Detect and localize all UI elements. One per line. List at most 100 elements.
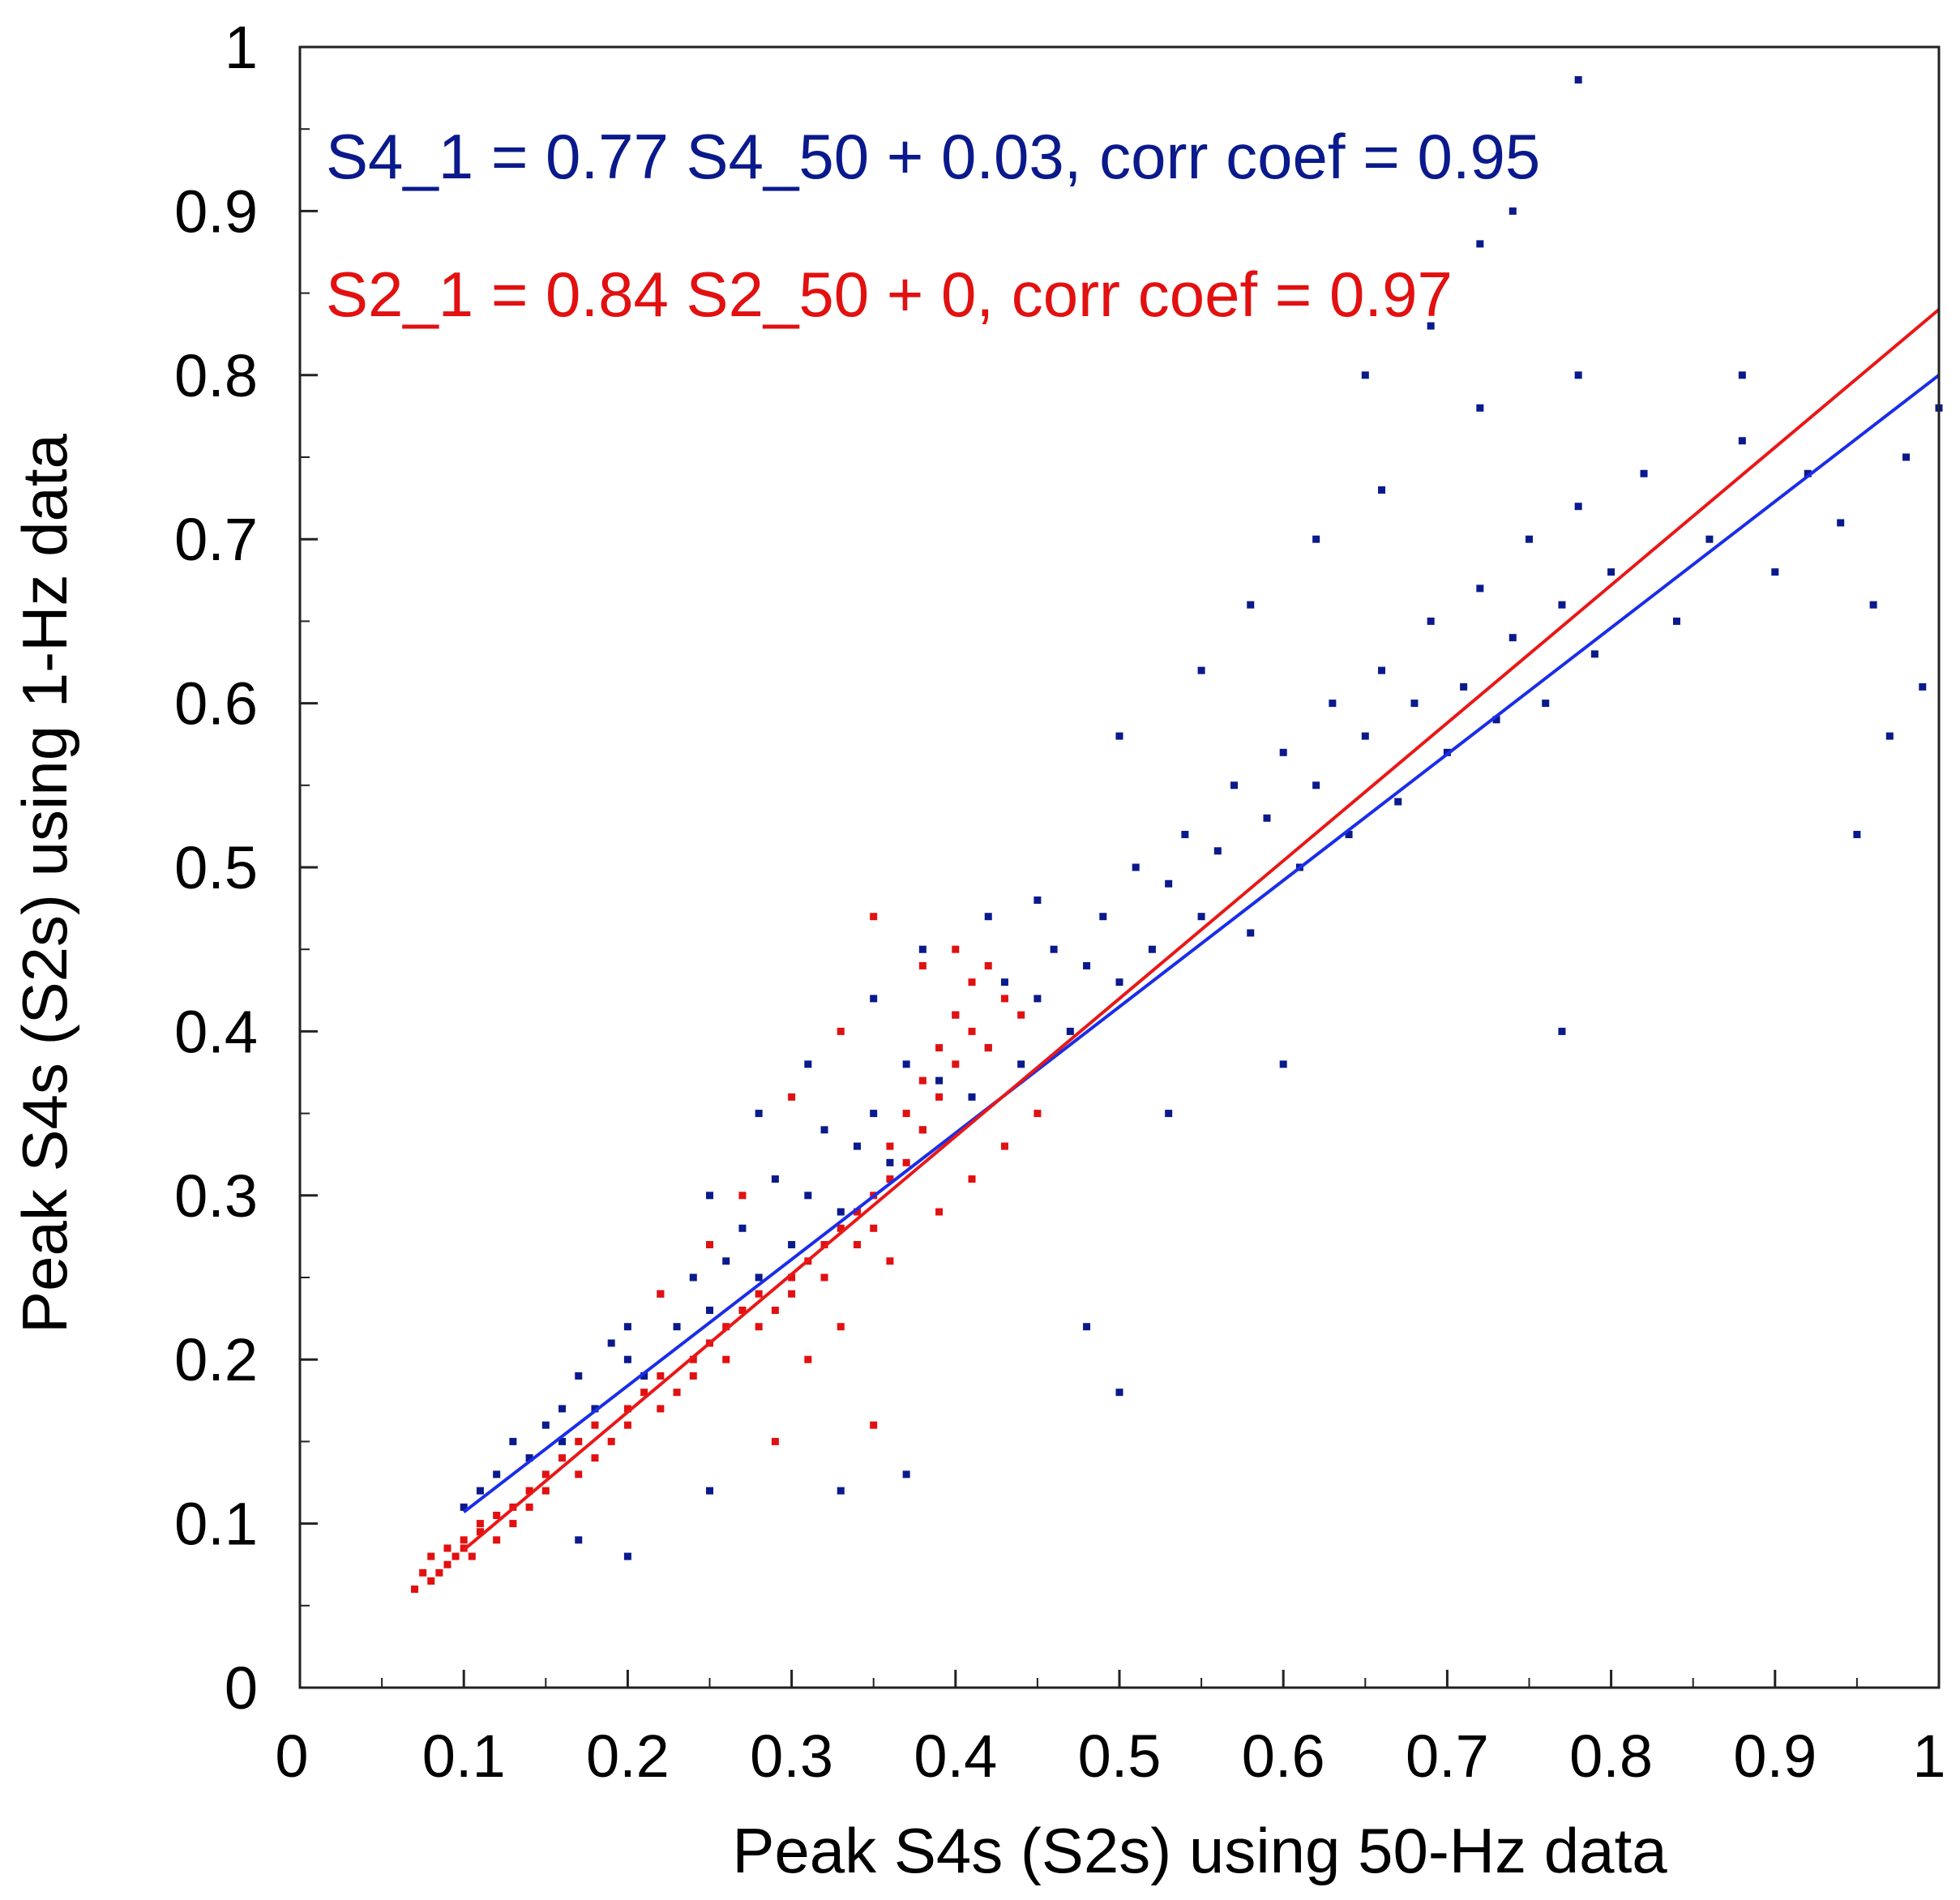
y-tick-label: 0.3 <box>174 1162 258 1230</box>
point-s2 <box>870 1421 878 1429</box>
point-s4 <box>1869 601 1877 609</box>
point-s4 <box>1066 1027 1074 1035</box>
point-s4 <box>1361 371 1369 379</box>
point-s4 <box>1558 1027 1566 1035</box>
point-s4 <box>640 1372 648 1380</box>
point-s4 <box>1476 404 1484 412</box>
x-tick-label: 0.1 <box>422 1722 506 1790</box>
point-s2 <box>952 1011 960 1019</box>
point-s2 <box>918 961 927 969</box>
point-s2 <box>788 1290 796 1298</box>
point-s4 <box>1083 961 1091 969</box>
point-s4 <box>722 1257 730 1265</box>
point-s2 <box>788 1273 796 1282</box>
x-axis-ticks: 0 0.1 0.2 0.3 0.4 0.5 0.6 0.7 0.8 0.9 1 <box>275 1670 1946 1790</box>
point-s2 <box>837 1224 845 1232</box>
point-s2 <box>640 1389 648 1397</box>
point-s2 <box>984 1044 992 1052</box>
point-s2 <box>657 1372 665 1380</box>
point-s4 <box>918 945 927 953</box>
point-s4 <box>1050 945 1058 953</box>
point-s4 <box>886 1158 894 1166</box>
point-s4 <box>558 1405 567 1413</box>
point-s4 <box>1509 207 1517 215</box>
point-s4 <box>1558 601 1566 609</box>
point-s4 <box>1329 700 1337 708</box>
annotation-s4-equation: S4_1 = 0.77 S4_50 + 0.03, corr coef = 0.… <box>326 121 1540 192</box>
point-s4 <box>575 1372 583 1380</box>
point-s4 <box>984 913 992 921</box>
point-s2 <box>837 1027 845 1035</box>
point-s4 <box>1705 535 1714 543</box>
y-tick-label: 1 <box>225 14 258 81</box>
point-s2 <box>460 1536 468 1544</box>
x-tick-label: 0.7 <box>1406 1722 1489 1790</box>
point-s2 <box>886 1175 894 1183</box>
y-axis-ticks: 0 0.1 0.2 0.3 0.4 0.5 0.6 0.7 0.8 0.9 1 <box>174 14 318 1722</box>
point-s4 <box>837 1487 845 1495</box>
point-s4 <box>689 1273 697 1282</box>
point-s2 <box>984 961 992 969</box>
point-s4 <box>1590 650 1598 658</box>
point-s4 <box>1574 503 1582 511</box>
point-s2 <box>451 1552 460 1560</box>
point-s4 <box>1279 748 1287 756</box>
point-s2 <box>1000 1142 1008 1150</box>
point-s2 <box>657 1290 665 1298</box>
point-s2 <box>525 1503 533 1511</box>
point-s4 <box>771 1175 779 1183</box>
point-s2 <box>738 1192 747 1200</box>
point-s4 <box>1607 568 1616 576</box>
x-axis-title: Peak S4s (S2s) using 50-Hz data <box>732 1815 1667 1886</box>
point-s2 <box>541 1487 550 1495</box>
point-s2 <box>427 1552 435 1560</box>
point-s4 <box>870 1110 878 1118</box>
point-s4 <box>1738 371 1746 379</box>
point-s4 <box>607 1339 615 1347</box>
fit-lines <box>462 308 1941 1551</box>
point-s2 <box>755 1323 763 1331</box>
plot-frame <box>298 45 1941 1689</box>
point-s4 <box>623 1552 631 1560</box>
point-s4 <box>673 1323 681 1331</box>
point-s4 <box>804 1192 812 1200</box>
point-s4 <box>1197 666 1205 674</box>
point-s2 <box>673 1389 681 1397</box>
point-s4 <box>1476 584 1484 593</box>
point-s2 <box>427 1577 435 1585</box>
x-tick-label: 0.2 <box>586 1722 670 1790</box>
point-s2 <box>804 1355 812 1363</box>
point-s2 <box>509 1520 517 1528</box>
point-s2 <box>575 1470 583 1478</box>
point-s2 <box>541 1470 550 1478</box>
point-s4 <box>1771 568 1779 576</box>
scatter-points <box>411 75 1943 1594</box>
point-s4 <box>493 1470 501 1478</box>
y-tick-label: 0.2 <box>174 1326 258 1393</box>
point-s4 <box>853 1142 861 1150</box>
x-tick-label: 0 <box>275 1722 308 1790</box>
point-s4 <box>755 1110 763 1118</box>
point-s4 <box>525 1454 533 1462</box>
y-tick-label: 0.4 <box>174 998 258 1065</box>
point-s4 <box>1526 535 1533 543</box>
y-tick-label: 0.1 <box>174 1491 258 1558</box>
point-s2 <box>443 1544 451 1552</box>
point-s4 <box>1148 945 1156 953</box>
point-s2 <box>771 1306 779 1314</box>
point-s2 <box>918 1076 927 1085</box>
point-s4 <box>1017 1060 1025 1068</box>
point-s4 <box>1213 847 1222 855</box>
point-s2 <box>689 1372 697 1380</box>
point-s2 <box>1000 995 1008 1003</box>
point-s4 <box>623 1323 631 1331</box>
point-s4 <box>1738 437 1746 445</box>
point-s2 <box>435 1568 443 1577</box>
point-s2 <box>935 1208 944 1216</box>
point-s4 <box>1345 831 1353 839</box>
y-tick-label: 0.9 <box>174 178 258 245</box>
point-s4 <box>1410 700 1419 708</box>
point-s4 <box>1083 1323 1091 1331</box>
point-s2 <box>788 1093 796 1101</box>
point-s4 <box>1181 831 1189 839</box>
